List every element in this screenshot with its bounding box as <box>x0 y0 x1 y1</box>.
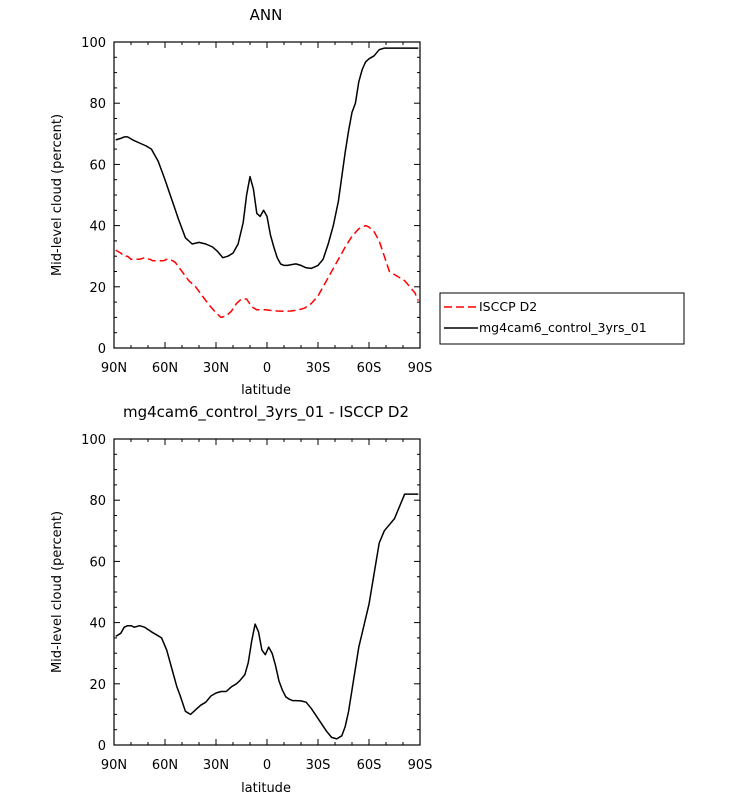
x-tick-label: 90N <box>101 361 127 376</box>
x-tick-label: 60S <box>357 361 382 376</box>
series-line-isccp-d2 <box>115 224 419 319</box>
x-tick-label: 30N <box>203 758 229 773</box>
x-axis-label: latitude <box>241 781 291 796</box>
tick-marks <box>113 41 421 349</box>
chart-title: ANN <box>250 6 283 24</box>
series-lines <box>115 47 419 319</box>
x-tick-label: 90N <box>101 758 127 773</box>
y-tick-label: 60 <box>89 158 106 173</box>
tick-labels: 0 20 40 60 80 100 90N 60N 30N 0 30S 60S 90S <box>81 433 432 773</box>
x-tick-label: 90S <box>408 758 433 773</box>
x-tick-label: 60N <box>152 361 178 376</box>
y-axis-label: Mid-level cloud (percent) <box>50 511 65 673</box>
y-tick-label: 60 <box>89 555 106 570</box>
x-tick-label: 30S <box>306 361 331 376</box>
legend-label-model: mg4cam6_control_3yrs_01 <box>479 320 647 335</box>
chart-title: mg4cam6_control_3yrs_01 - ISCCP D2 <box>123 403 409 422</box>
y-tick-label: 100 <box>81 433 106 448</box>
x-tick-label: 0 <box>263 758 271 773</box>
tick-labels: 0 20 40 60 80 100 90N 60N 30N 0 30S 60S 90S <box>81 36 432 376</box>
x-tick-label: 90S <box>408 361 433 376</box>
y-axis-label: Mid-level cloud (percent) <box>50 114 65 276</box>
legend-box <box>439 292 685 345</box>
x-tick-label: 30N <box>203 361 229 376</box>
tick-marks <box>113 438 421 746</box>
x-tick-label: 0 <box>263 361 271 376</box>
x-axis-label: latitude <box>241 383 291 398</box>
y-tick-label: 20 <box>89 281 106 296</box>
y-tick-label: 40 <box>89 617 106 632</box>
y-tick-label: 0 <box>98 739 106 754</box>
y-tick-label: 80 <box>89 494 106 509</box>
x-tick-label: 30S <box>306 758 331 773</box>
y-tick-label: 40 <box>89 220 106 235</box>
chart-panel-annual: ANN 0 20 40 60 80 100 90N 60N 30N 0 30S 60S 90S Mid-… <box>50 6 432 398</box>
series-line-difference <box>115 493 419 740</box>
legend-label-isccp: ISCCP D2 <box>479 299 537 314</box>
y-tick-label: 20 <box>89 678 106 693</box>
plot-frame <box>113 438 421 746</box>
x-tick-label: 60N <box>152 758 178 773</box>
x-tick-label: 60S <box>357 758 382 773</box>
legend: ISCCP D2 mg4cam6_control_3yrs_01 <box>439 292 685 345</box>
plot-frame <box>113 41 421 349</box>
y-tick-label: 100 <box>81 36 106 51</box>
y-tick-label: 80 <box>89 97 106 112</box>
y-tick-label: 0 <box>98 342 106 357</box>
chart-panel-difference: mg4cam6_control_3yrs_01 - ISCCP D2 0 20 40… <box>50 403 432 796</box>
series-lines <box>115 493 419 740</box>
series-line-model <box>115 47 419 270</box>
